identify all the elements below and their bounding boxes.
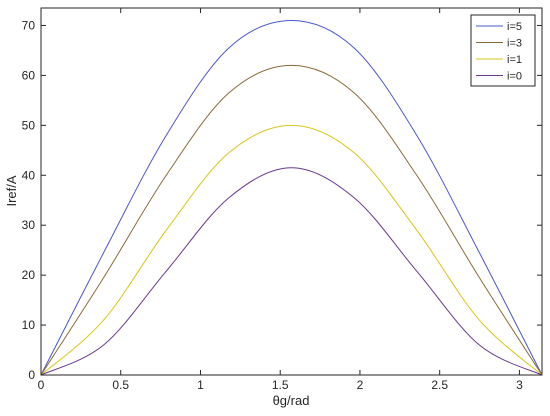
legend: i=5 i=3 i=1 i=0 xyxy=(470,14,536,87)
legend-label: i=1 xyxy=(507,54,522,66)
x-tick-label: 2.5 xyxy=(431,378,448,392)
series-line-i3 xyxy=(40,64,543,376)
y-axis-label: Iref/A xyxy=(4,175,19,206)
y-tick-label: 20 xyxy=(22,268,36,282)
legend-label: i=0 xyxy=(507,71,522,83)
y-tick-label: 50 xyxy=(22,118,36,132)
x-axis-ticks: 0 0.5 1 1.5 2 2.5 3 xyxy=(38,8,523,392)
y-tick-label: 30 xyxy=(22,218,36,232)
x-tick-label: 1 xyxy=(197,378,204,392)
series-line-i5 xyxy=(40,19,543,376)
series-line-i1 xyxy=(40,124,543,376)
x-tick-label: 0.5 xyxy=(112,378,129,392)
x-axis-label: θg/rad xyxy=(273,393,310,408)
legend-label: i=3 xyxy=(507,38,522,50)
series-layer xyxy=(40,19,543,376)
x-tick-label: 0 xyxy=(38,378,45,392)
x-tick-label: 3 xyxy=(516,378,523,392)
x-tick-label: 2 xyxy=(357,378,364,392)
x-tick-label: 1.5 xyxy=(272,378,289,392)
y-tick-label: 10 xyxy=(22,318,36,332)
legend-box xyxy=(470,14,536,87)
y-tick-label: 70 xyxy=(22,18,36,32)
y-axis-ticks: 0 10 20 30 40 50 60 70 xyxy=(22,18,542,382)
plot-area xyxy=(40,7,543,376)
y-tick-label: 40 xyxy=(22,168,36,182)
y-tick-label: 0 xyxy=(28,368,35,382)
legend-label: i=5 xyxy=(507,21,522,33)
y-tick-label: 60 xyxy=(22,68,36,82)
series-line-i0 xyxy=(40,167,543,376)
